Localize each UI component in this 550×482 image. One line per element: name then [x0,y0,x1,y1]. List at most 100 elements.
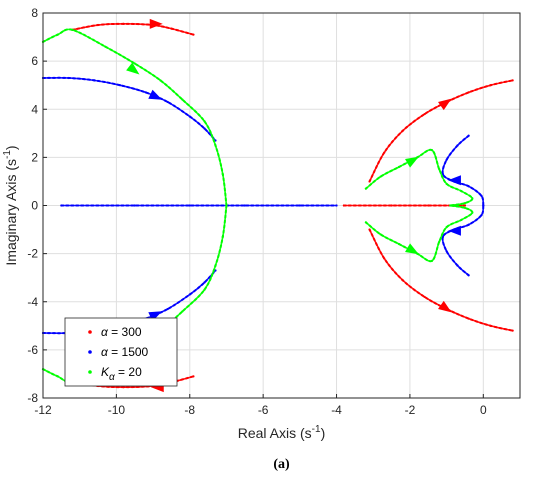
locus-point [56,33,59,36]
x-axis-label-main: Real Axis (s [238,425,312,441]
locus-point [133,204,136,207]
legend-value: = 1500 [108,345,149,359]
locus-point [60,204,63,207]
locus-point [298,204,301,207]
locus-point [471,197,474,200]
legend-marker [88,350,92,354]
locus-point [203,281,206,284]
locus-point [214,144,217,147]
locus-point [467,91,470,94]
legend-symbol: α [101,345,109,359]
y-tick-label: -6 [27,343,38,357]
data-series [41,18,514,393]
locus-point [463,206,467,210]
locus-point [243,204,246,207]
y-axis-label-superscript: -1 [2,150,13,159]
locus-point [166,307,169,311]
locus-point [467,134,470,137]
locus-point [471,211,474,214]
locus-point [203,288,206,291]
locus-point [166,100,169,104]
x-tick-label: -12 [34,403,52,417]
series-1 [71,18,514,393]
direction-arrow-icon [405,243,419,255]
x-axis-label-close: ) [321,425,326,441]
y-axis-label-main: Imaginary Axis (s [3,159,19,266]
locus-point [441,173,445,176]
locus-branch [71,23,195,36]
locus-point [383,151,386,154]
locus-point [489,84,492,87]
figure-caption: (a) [273,457,290,472]
locus-point [214,264,217,267]
locus-point [423,112,426,116]
locus-point [438,168,441,171]
locus-point [96,23,100,27]
y-tick-label: -4 [27,295,38,309]
locus-point [364,187,367,190]
locus-point [511,79,514,82]
locus-point [159,79,162,82]
locus-point [438,240,441,243]
locus-point [188,115,191,118]
legend-value: = 20 [115,365,142,379]
legend-subscript: α [109,372,115,383]
legend-entry: α = 300 [101,325,142,339]
locus-point [104,45,107,48]
direction-arrow-icon [148,89,163,100]
locus-point [445,250,448,253]
locus-point [342,204,345,207]
locus-point [118,84,122,87]
locus-point [401,278,404,282]
locus-point [225,204,228,207]
locus-branch [368,79,514,183]
direction-arrow-icon [405,156,419,168]
x-axis-label: Real Axis (s-1) [238,424,326,441]
locus-point [445,158,448,161]
locus-point [181,98,184,101]
x-tick-label: -10 [108,403,126,417]
locus-point [430,149,434,152]
locus-point [449,204,452,207]
locus-point [221,173,224,176]
locus-point [463,204,467,207]
locus-point [467,317,470,320]
locus-point [445,226,448,229]
x-tick-label: -6 [258,403,269,417]
y-tick-label: 2 [31,150,38,164]
locus-point [71,28,74,31]
locus-point [221,235,224,238]
locus-point [480,214,483,217]
legend-value: = 300 [108,325,142,339]
x-tick-label: -2 [405,403,416,417]
locus-point [144,91,147,94]
locus-point [67,76,70,80]
locus-point [93,79,96,82]
legend-marker [88,330,92,334]
locus-point [445,182,448,185]
locus-point [397,165,401,169]
y-tick-label: 8 [31,6,38,20]
locus-point [383,257,386,260]
legend-symbol: K [101,365,110,379]
x-axis-label-superscript: -1 [312,424,321,435]
locus-point [423,295,426,299]
locus-point [364,221,367,224]
locus-point [463,201,467,205]
x-tick-label: 0 [480,403,487,417]
direction-arrow-icon [447,175,461,186]
y-tick-label: 6 [31,54,38,68]
legend-symbol: α [101,325,109,339]
locus-point [511,329,514,332]
locus-point [188,293,191,296]
locus-point [467,185,470,188]
locus-point [460,218,463,222]
locus-point [368,180,371,183]
locus-point [401,129,404,133]
locus-point [390,204,393,207]
locus-point [456,144,459,147]
